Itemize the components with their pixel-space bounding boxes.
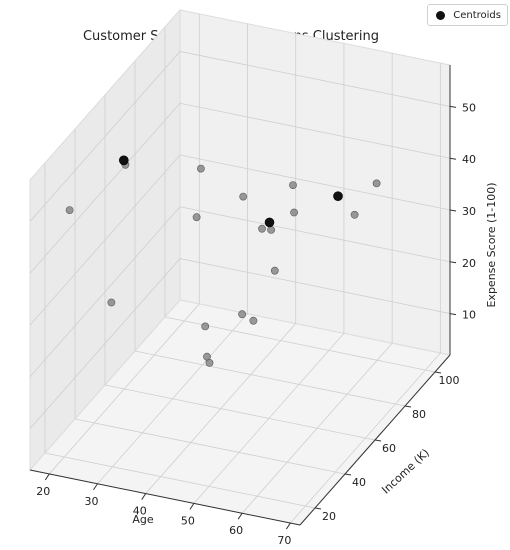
- customer-point: [267, 225, 275, 234]
- z-tick: [449, 209, 457, 212]
- y-tick-label: 100: [439, 374, 460, 387]
- customer-point: [289, 181, 297, 189]
- customer-point: [350, 210, 359, 219]
- y-tick: [344, 473, 352, 476]
- z-axis-label: Expense Score (1-100): [485, 182, 498, 307]
- data-points: [65, 155, 381, 367]
- grid-line-z-back: [179, 206, 451, 263]
- y-tick: [314, 507, 322, 510]
- grid-line-z-back: [179, 154, 451, 211]
- tick-labels: 20 30 40 50 60 70 20 40 60 80 100 10 20 30 40 50: [36, 101, 476, 547]
- customer-point: [65, 206, 74, 214]
- customer-point: [258, 224, 266, 233]
- customer-point: [201, 322, 210, 331]
- y-tick-label: 20: [322, 510, 336, 523]
- x-tick-label: 30: [85, 495, 99, 508]
- x-tick: [141, 493, 147, 500]
- z-tick-label: 20: [462, 257, 476, 270]
- x-tick-label: 50: [181, 514, 195, 527]
- customer-point: [107, 298, 116, 307]
- z-tick: [449, 157, 457, 160]
- grid-line-z-left: [29, 102, 181, 274]
- y-tick-label: 60: [382, 442, 396, 455]
- z-tick-label: 30: [462, 205, 476, 218]
- grid-line-y-floor: [44, 452, 316, 509]
- grid-line-z-left: [29, 154, 181, 326]
- z-tick-label: 50: [462, 101, 476, 114]
- centroid-point: [264, 217, 275, 228]
- grid-line-z-back: [179, 51, 451, 107]
- grid-line-y-floor: [104, 384, 376, 441]
- grid-line-z-back: [179, 258, 451, 314]
- x-tick: [93, 483, 98, 491]
- x-tick: [285, 522, 291, 530]
- z-tick-label: 10: [462, 309, 476, 322]
- customer-point: [192, 213, 201, 222]
- legend-label-centroids: Centroids: [453, 9, 501, 21]
- centroid-point: [119, 155, 129, 166]
- x-tick-label: 70: [277, 534, 291, 546]
- y-tick-label: 80: [412, 408, 426, 421]
- x-tick-label: 20: [36, 485, 50, 498]
- y-tick: [374, 439, 382, 442]
- grid-lines: [29, 13, 451, 524]
- x-axis-label: Age: [132, 513, 154, 526]
- grid-line-y-floor: [164, 316, 436, 373]
- x-tick: [189, 503, 195, 510]
- grid-line-z-left: [29, 51, 181, 222]
- customer-point: [238, 310, 246, 319]
- y-tick: [404, 405, 412, 408]
- customer-point: [239, 192, 248, 201]
- customer-point: [249, 316, 258, 325]
- customer-point: [270, 266, 279, 275]
- x-tick-label: 60: [229, 524, 243, 537]
- grid-line-z-left: [29, 258, 181, 429]
- centroid-point: [333, 191, 343, 201]
- z-tick: [449, 261, 457, 264]
- grid-line-y-floor: [134, 350, 406, 407]
- z-tick: [449, 313, 457, 316]
- x-axis-line: [29, 469, 301, 526]
- z-tick: [449, 105, 457, 108]
- customer-point: [205, 358, 214, 367]
- legend: Centroids: [427, 4, 508, 26]
- z-tick-label: 40: [462, 153, 476, 166]
- y-tick-label: 40: [352, 476, 366, 489]
- x-tick: [44, 473, 50, 481]
- y-tick: [434, 371, 442, 374]
- x-tick: [237, 512, 243, 520]
- customer-point: [372, 179, 381, 188]
- grid-line-y-floor: [74, 418, 346, 475]
- grid-line-z-left: [29, 206, 181, 378]
- x-tick-label: 40: [133, 505, 147, 518]
- customer-point: [196, 164, 205, 173]
- grid-line-z-back: [179, 102, 451, 159]
- legend-marker-centroids: [436, 10, 446, 20]
- customer-point: [290, 208, 298, 217]
